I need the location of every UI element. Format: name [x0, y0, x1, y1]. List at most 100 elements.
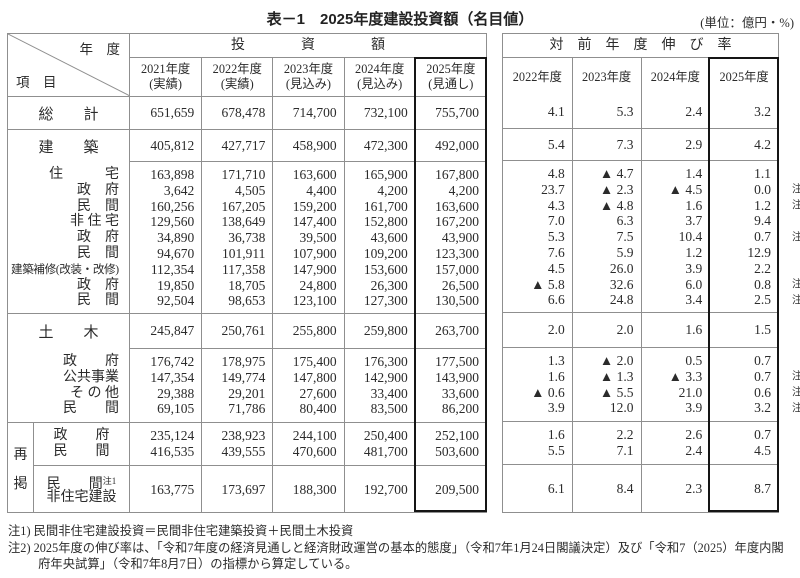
amount-cell: 4,400	[306, 182, 337, 198]
year-header-row: 2021年度 (実績) 2022年度 (実績) 2023年度 (見込み) 2024年度 (見込…	[130, 58, 486, 96]
amount-cell: 178,975	[221, 354, 266, 369]
growth-cell: ▲ 4.7	[599, 166, 634, 181]
note2-tag: 注2	[792, 279, 800, 291]
year-label: 2021年度	[140, 62, 191, 76]
growth-cell: 1.6	[640, 313, 710, 347]
amount-cell: 138,649	[221, 214, 266, 230]
row-label: 民 間注1	[46, 475, 117, 492]
rehash-rows: 再掲政 府民 間 235,124 416,535 238,923 439,555 244,…	[8, 423, 486, 513]
growth-cell: 2.2	[754, 260, 771, 276]
growth-cell: 3.2	[709, 96, 778, 128]
growth-table: 対 前 年 度 伸 び 率 2022年度 2023年度 2024年度 2025年度 4…	[502, 33, 800, 513]
growth-cell: 5.9	[616, 244, 634, 260]
growth-cell: ▲ 0.6	[531, 384, 565, 400]
row-label: 政 府	[63, 354, 119, 369]
amount-column: 165,900 4,200 161,700 152,800 43,600 109,200 1…	[343, 162, 415, 313]
growth-cell: 3.7	[685, 213, 703, 229]
growth-cell: 2.5注2	[710, 292, 800, 308]
amount-cell: 173,697	[201, 466, 272, 513]
row-label: そ の 他	[70, 385, 119, 401]
year-header-row: 2022年度 2023年度 2024年度 2025年度	[503, 58, 778, 96]
growth-cell: 3.9	[685, 400, 703, 416]
growth-cell: 24.8	[609, 292, 634, 308]
growth-column: 4.8 23.7 4.3 7.0 5.3 7.6 4.5 ▲ 5.8 6.6	[503, 161, 572, 312]
amount-cell: 4,505	[235, 182, 266, 198]
row-label: 建築補修(改装・改修)	[11, 262, 119, 276]
row-label-text: 土 木	[38, 325, 99, 341]
amount-cell: 192,700	[343, 466, 415, 513]
row-label: 民 間	[77, 293, 119, 309]
amount-cell: 439,555	[221, 443, 266, 459]
unit-label: (単位：億円・%)	[700, 16, 794, 30]
growth-cell: 2.3	[640, 465, 710, 512]
growth-cell: ▲ 1.3	[599, 368, 634, 384]
amount-cell: 107,900	[292, 245, 337, 261]
amount-cell: 176,742	[150, 354, 195, 369]
growth-cell: 1.1	[754, 166, 771, 181]
amount-cell: 167,200	[435, 214, 479, 230]
investment-table: 年 度 項 目 投 資 額 2021年度 (実績) 2022年度 (実績) 2023年度…	[7, 33, 487, 513]
table-row: 4.1 5.3 2.4 3.2	[503, 96, 778, 129]
corner-label-year: 年 度	[79, 42, 121, 57]
row-label: 総 計	[8, 97, 130, 129]
amount-cell: 416,535	[150, 443, 195, 459]
growth-cell: 12.0	[609, 400, 634, 416]
growth-table-body: 4.1 5.3 2.4 3.2 5.4 7.3 2.9 4.2 4.8 23.7 4.3 7.0 5.3…	[503, 96, 800, 512]
table-row-block: 政 府公共事業そ の 他民 間 176,742 147,354 29,388 69,10…	[8, 349, 486, 423]
amount-cell: 4,200	[377, 182, 408, 198]
header-right: 投 資 額 2021年度 (実績) 2022年度 (実績) 2023年度 (見込み) 202…	[130, 34, 486, 96]
row-label: 政 府	[77, 182, 119, 198]
rehash-side-label: 再掲	[8, 423, 34, 513]
amount-cell: 167,800	[435, 167, 479, 182]
growth-cell: 3.4	[685, 292, 703, 308]
row-label-text: 建 築	[38, 139, 99, 156]
growth-cell: 6.0	[685, 276, 703, 292]
amount-cell: 163,775	[150, 481, 195, 497]
year-header-cell: 2025年度 (見通し)	[414, 58, 486, 96]
growth-cell: 0.8注2	[710, 277, 800, 293]
growth-cell: 0.6注2	[710, 385, 800, 401]
note2-tag: 注2	[792, 387, 800, 399]
amount-cell: 678,478	[201, 97, 272, 129]
growth-cell: 5.4	[547, 136, 565, 152]
note2-tag: 注2	[792, 200, 800, 212]
row-label: 政 府	[53, 428, 110, 443]
note2-tag: 注2	[792, 294, 800, 306]
growth-cell: 4.1	[547, 104, 565, 119]
year-label: 2022年度	[212, 62, 262, 76]
amount-cell: 255,800	[272, 314, 344, 349]
amount-cell: 245,847	[130, 314, 202, 349]
growth-column: 1.4 ▲ 4.5 1.6 3.7 10.4 1.2 3.9 6.0 3.4	[640, 161, 710, 312]
table-row-block: 4.8 23.7 4.3 7.0 5.3 7.6 4.5 ▲ 5.8 6.6 ▲ 4.7 ▲ 2.3…	[503, 161, 800, 313]
growth-cell: 2.0	[547, 322, 565, 337]
amount-cell: 152,800	[363, 214, 408, 230]
amount-cell: 238,923	[221, 428, 266, 443]
amount-cell: 19,850	[157, 277, 195, 293]
growth-cell: 3.2注2	[710, 400, 800, 416]
amount-cell: 29,201	[228, 385, 266, 401]
group-header-amount: 投 資 額	[130, 34, 486, 58]
amount-cell: 117,358	[222, 261, 266, 277]
amount-cell: 153,600	[363, 261, 408, 277]
footnote-2: 注2) 2025年度の伸び率は、「令和7年度の経済見通しと経済財政運営の基本的態…	[8, 540, 784, 572]
growth-cell: 1.6	[685, 197, 703, 213]
amount-column: 250,400 481,700	[343, 423, 415, 465]
amount-cell: 86,200	[441, 401, 479, 417]
row-label-twoline: 民 間注1 非住宅建設	[34, 466, 130, 513]
amount-cell: 235,124	[150, 428, 195, 443]
growth-cell: 2.4	[640, 96, 710, 128]
amount-cell: 143,900	[435, 369, 479, 385]
row-label: 政 府	[77, 230, 119, 246]
year-kind-label: (見通し)	[428, 77, 474, 91]
amount-cell: 472,300	[343, 130, 415, 162]
amount-cell: 188,300	[272, 466, 343, 513]
amount-cell: 259,800	[343, 314, 415, 349]
growth-column: 0.5 ▲ 3.3 21.0 3.9	[640, 348, 710, 421]
growth-cell: ▲ 2.3	[599, 181, 634, 197]
amount-cell: 26,300	[370, 277, 408, 293]
growth-cell: 7.0	[547, 213, 565, 229]
year-kind-label: (実績)	[220, 77, 254, 91]
amount-column: 235,124 416,535	[130, 423, 201, 465]
table-row: 民 間注1 非住宅建設 163,775 173,697 188,300 192,700 20…	[34, 466, 486, 513]
corner-label-item: 項 目	[16, 75, 57, 90]
